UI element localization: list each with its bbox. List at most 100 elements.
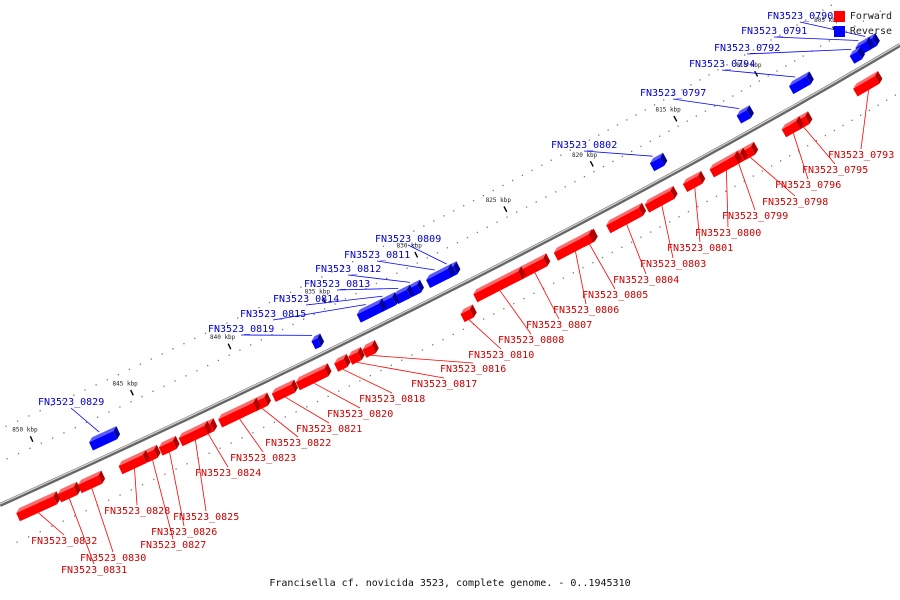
gene-fn3523-0793[interactable] <box>853 71 883 97</box>
gene-fn3523-0811[interactable] <box>426 263 455 288</box>
kbp-tick: 835 kbp <box>305 288 331 304</box>
gene-label-leader <box>70 407 100 433</box>
gene-fn3523-0819[interactable] <box>311 333 325 350</box>
gene-fn3523-0830[interactable] <box>78 470 106 494</box>
kbp-tick-label: 845 kbp <box>113 380 139 387</box>
kbp-tick-label: 850 kbp <box>12 427 38 434</box>
gene-fn3523-0816[interactable] <box>362 340 379 358</box>
kbp-tick-label: 810 kbp <box>736 62 762 69</box>
gene-label: FN3523_0805 <box>582 290 648 301</box>
gene-label-leader <box>589 244 616 290</box>
gene-label: FN3523_0802 <box>551 140 617 151</box>
gene-label-leader <box>285 396 330 424</box>
gene-fn3523-0797[interactable] <box>736 105 754 124</box>
gene-label-leader <box>336 288 399 291</box>
gene-label-leader <box>661 205 674 259</box>
gene-label-leader <box>626 224 647 275</box>
gene-label: FN3523_0813 <box>304 279 370 290</box>
gene-label: FN3523_0811 <box>344 250 410 261</box>
gene-label: FN3523_0793 <box>828 150 894 161</box>
gene-label: FN3523_0798 <box>762 197 828 208</box>
gene-label-leader <box>69 498 95 565</box>
gene-fn3523-0794[interactable] <box>789 71 814 95</box>
legend-label-forward: Forward <box>849 11 892 22</box>
kbp-tick: 820 kbp <box>572 152 598 167</box>
gene-label: FN3523_0826 <box>151 527 217 538</box>
gene-fn3523-0792[interactable] <box>849 46 865 64</box>
gene-label: FN3523_0831 <box>61 565 127 576</box>
legend-item-reverse: Reverse <box>833 24 892 39</box>
kbp-tick: 850 kbp <box>12 427 38 443</box>
kbp-tick-label: 820 kbp <box>572 152 598 159</box>
gene-label: FN3523_0829 <box>38 397 104 408</box>
gene-fn3523-0804[interactable] <box>606 202 647 234</box>
gene-label-leader <box>721 69 796 78</box>
gene-label-leader <box>272 304 366 321</box>
kbp-tick: 815 kbp <box>656 107 682 122</box>
gene-fn3523-0826[interactable] <box>158 435 180 456</box>
gene-fn3523-0808[interactable] <box>473 266 526 303</box>
gene-label-leader <box>468 319 502 350</box>
gene-fn3523-0802[interactable] <box>649 152 668 172</box>
genome-backbone <box>0 43 900 507</box>
gene-fn3523-0806[interactable] <box>553 229 596 261</box>
gene-fn3523-0829[interactable] <box>89 426 121 451</box>
gene-label: FN3523_0818 <box>359 394 425 405</box>
gene-label: FN3523_0814 <box>273 294 339 305</box>
gene-fn3523-0815[interactable] <box>356 298 387 323</box>
legend: Forward Reverse <box>833 9 892 39</box>
gene-label: FN3523_0825 <box>173 512 239 523</box>
gene-label-leader <box>347 274 411 283</box>
gene-label-leader <box>195 440 207 512</box>
gene-fn3523-0800[interactable] <box>709 150 742 178</box>
gene-label-leader <box>803 127 836 165</box>
kbp-tick: 840 kbp <box>210 334 236 350</box>
guide-dots <box>5 4 896 543</box>
kbp-tick-label: 835 kbp <box>305 288 331 295</box>
genome-title: Francisella cf. novicida 3523, complete … <box>269 578 631 589</box>
gene-fn3523-0818[interactable] <box>334 353 351 372</box>
gene-label-leader <box>534 272 560 320</box>
gene-label-leader <box>376 260 435 271</box>
gene-fn3523-0825[interactable] <box>178 420 212 447</box>
gene-label: FN3523_0794 <box>689 59 755 70</box>
gene-fn3523-0796[interactable] <box>781 116 804 138</box>
gene-label-leader <box>305 295 383 306</box>
gene-label: FN3523_0801 <box>667 243 733 254</box>
gene-label: FN3523_0812 <box>315 264 381 275</box>
gene-fn3523-0831[interactable] <box>57 481 81 503</box>
gene-label-leader <box>407 244 447 265</box>
kbp-tick-label: 815 kbp <box>656 107 682 114</box>
gene-label-leader <box>672 98 740 109</box>
kbp-tick: 845 kbp <box>113 380 139 396</box>
gene-label: FN3523_0815 <box>240 309 306 320</box>
gene-fn3523-0823[interactable] <box>218 397 261 428</box>
gene-label: FN3523_0820 <box>327 409 393 420</box>
gene-label: FN3523_0832 <box>31 536 97 547</box>
gene-label-leader <box>773 36 859 41</box>
kbp-tick: 810 kbp <box>736 62 762 77</box>
gene-fn3523-0807[interactable] <box>518 253 551 280</box>
gene-fn3523-0820[interactable] <box>295 363 332 391</box>
gene-label: FN3523_0822 <box>265 438 331 449</box>
gene-fn3523-0801[interactable] <box>682 170 706 192</box>
gene-fn3523-0810[interactable] <box>460 304 477 323</box>
legend-label-reverse: Reverse <box>849 26 892 37</box>
gene-label-leader <box>738 163 756 211</box>
gene-label-leader <box>799 21 866 37</box>
genes <box>16 33 883 522</box>
gene-fn3523-0832[interactable] <box>16 491 61 522</box>
gene-label-leader <box>91 488 114 553</box>
gene-label-leader <box>356 362 445 379</box>
gene-fn3523-0803[interactable] <box>644 185 678 213</box>
gene-label-leader <box>860 90 869 150</box>
gene-label: FN3523_0828 <box>104 506 170 517</box>
gene-fn3523-0817[interactable] <box>348 347 365 365</box>
kbp-tick: 825 kbp <box>486 197 511 213</box>
gene-fn3523-0821[interactable] <box>271 379 298 402</box>
gene-label: FN3523_0799 <box>722 211 788 222</box>
gene-label-leader <box>169 452 185 527</box>
gene-label: FN3523_0816 <box>440 364 506 375</box>
gene-fn3523-0828[interactable] <box>118 449 150 475</box>
